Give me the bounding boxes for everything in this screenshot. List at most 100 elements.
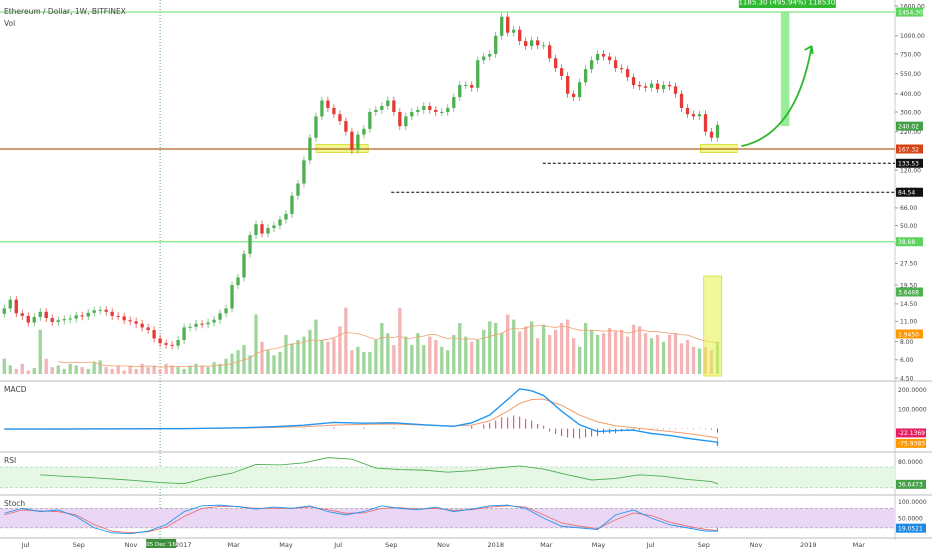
candle <box>619 68 624 70</box>
y-tick-label: 14.50 <box>900 301 917 308</box>
level-label: 38.68 <box>898 239 915 246</box>
volume-bar <box>554 329 558 374</box>
candle <box>560 68 564 76</box>
candle <box>548 45 552 59</box>
x-tick-label: May <box>592 541 606 549</box>
candle <box>703 114 708 132</box>
macd-tag <box>896 428 926 438</box>
volume-bar <box>601 333 606 374</box>
candle <box>482 56 486 61</box>
volume-bar <box>200 365 204 374</box>
volume-bar <box>344 307 348 374</box>
candle <box>314 116 318 138</box>
candle <box>434 109 438 113</box>
volume-bar <box>595 334 600 374</box>
volume-bar <box>248 355 252 374</box>
y-tick-label: 6.00 <box>900 357 914 364</box>
rsi-tag-label: 36.6473 <box>898 482 923 489</box>
volume-bar <box>20 363 24 374</box>
candle <box>691 114 696 117</box>
volume-bar <box>673 333 678 374</box>
x-tick-label: Nov <box>750 541 763 549</box>
volume-bar <box>284 334 288 374</box>
candle <box>667 84 672 87</box>
x-tick-label: Mar <box>228 541 241 549</box>
level-label: 240.02 <box>898 123 919 130</box>
volume-bar <box>386 333 390 374</box>
y-tick-label: 19.50 <box>900 282 917 289</box>
candle <box>98 309 102 311</box>
candle <box>134 321 138 324</box>
volume-bar <box>589 329 594 374</box>
candle <box>422 105 426 110</box>
volume-bar <box>92 362 96 374</box>
candle <box>278 219 282 226</box>
candle <box>332 107 336 115</box>
x-tick-label: Nov <box>437 541 450 549</box>
candle <box>356 134 360 150</box>
volume-bar <box>176 367 180 374</box>
candle <box>26 315 30 323</box>
candle <box>224 308 228 314</box>
y-tick-label: 120.00 <box>900 167 921 174</box>
volume-bar <box>218 363 222 374</box>
candle <box>673 86 678 94</box>
level-label: 167.32 <box>898 146 919 153</box>
volume-bar <box>464 336 468 374</box>
candle <box>518 29 522 42</box>
candle <box>679 93 684 108</box>
candle <box>428 105 432 110</box>
volume-bar <box>290 343 294 374</box>
candle <box>182 327 186 340</box>
volume-bar <box>80 367 84 374</box>
volume-bar <box>122 370 126 374</box>
volume-bar <box>278 351 282 374</box>
volume-bar <box>170 365 174 374</box>
volume-bar <box>32 368 36 374</box>
volume-bar <box>583 323 588 374</box>
y-tick-label: 400.00 <box>900 91 921 98</box>
volume-bar <box>560 323 564 374</box>
candle <box>212 319 216 323</box>
candle <box>110 311 114 316</box>
volume-bar <box>302 336 306 374</box>
level-tag <box>896 121 923 131</box>
candle <box>176 339 180 346</box>
candle <box>416 109 420 113</box>
candle <box>44 311 48 319</box>
candle <box>92 310 96 313</box>
volume-tag <box>896 287 923 297</box>
volume-bar <box>104 367 108 374</box>
candle <box>554 58 558 69</box>
rsi-band <box>0 467 895 488</box>
level-label: 1454.30 <box>898 9 923 16</box>
volume-bar <box>56 365 60 374</box>
level-tag <box>896 158 923 168</box>
candle <box>164 343 168 345</box>
candle <box>374 109 378 113</box>
volume-bar <box>655 334 660 374</box>
candle <box>625 69 630 78</box>
candle <box>571 93 576 98</box>
volume-bar <box>260 341 264 374</box>
candle <box>206 322 210 325</box>
volume-bar <box>308 329 312 374</box>
candle <box>152 330 156 339</box>
volume-bar <box>158 368 162 374</box>
candle <box>188 326 192 328</box>
candle <box>380 105 384 110</box>
volume-bar <box>164 363 168 374</box>
target-box <box>780 12 790 127</box>
vol-label: Vol <box>4 19 16 28</box>
candle <box>398 112 402 127</box>
macd-signal-line <box>4 398 718 443</box>
volume-highlight <box>703 275 723 377</box>
candle <box>715 124 720 138</box>
candle <box>140 323 144 328</box>
candle <box>218 313 222 320</box>
volume-tag-label: 1.9450 <box>898 331 919 338</box>
volume-bar <box>685 340 690 374</box>
crosshair-tag <box>146 539 177 548</box>
y-tick-label: 1000.00 <box>900 33 925 40</box>
